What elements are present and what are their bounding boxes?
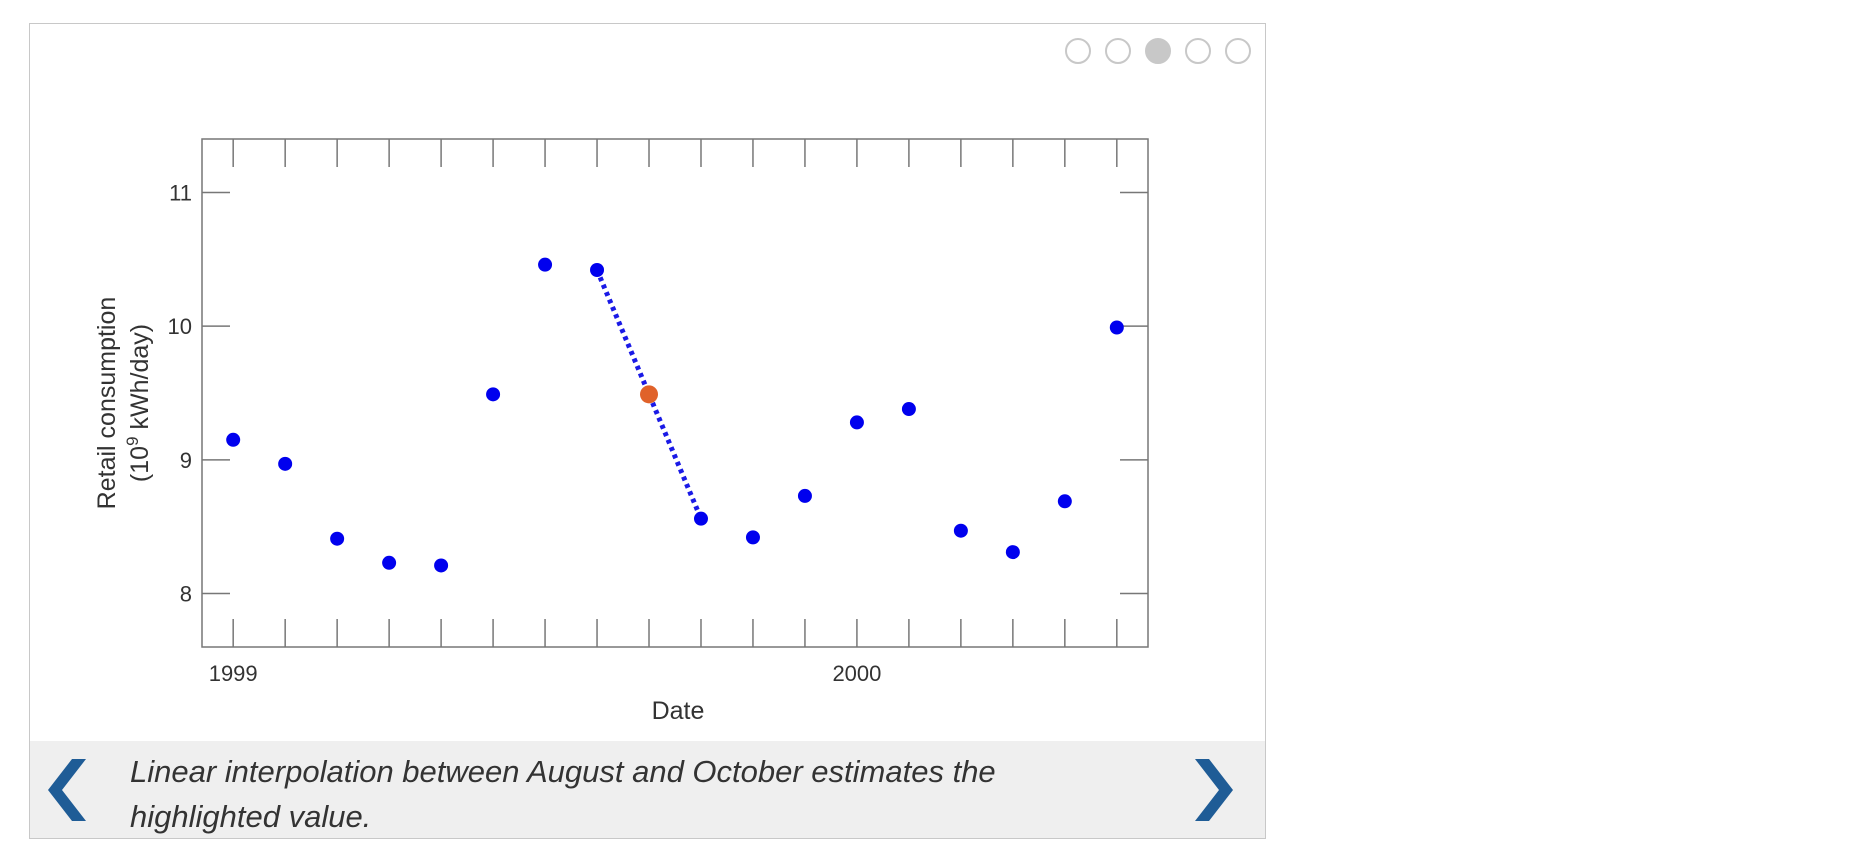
data-point [745, 530, 760, 545]
y-axis-title: Retail consumption [93, 297, 121, 510]
plot-frame [201, 138, 1149, 648]
y-tick-label: 8 [180, 582, 192, 607]
x-tick-label: 2000 [832, 661, 881, 686]
data-point [538, 257, 553, 272]
chevron-right-icon [1195, 759, 1233, 821]
x-axis-title: Date [652, 697, 705, 724]
interpolation-line [594, 269, 704, 520]
y-tick-label: 10 [168, 314, 192, 339]
data-point [1109, 320, 1124, 335]
chart: 1999 2000 8 9 10 11 Date Retail consumption (109… [93, 138, 1149, 724]
y-tick-label: 11 [169, 180, 192, 205]
y-tick-label: 9 [180, 448, 192, 473]
slide-dot-5[interactable] [1225, 38, 1251, 64]
slide-caption: Linear interpolation between August and … [130, 754, 996, 834]
slide-dot-3[interactable] [1145, 38, 1171, 64]
caption-bar: Linear interpolation between August and … [30, 741, 1265, 838]
slideshow-panel: 1999 2000 8 9 10 11 Date Retail consumption (109… [29, 23, 1266, 839]
slide-dot-1[interactable] [1065, 38, 1091, 64]
data-point [953, 523, 968, 538]
data-point [797, 488, 812, 503]
chevron-left-icon [48, 759, 86, 821]
data-point [901, 402, 916, 417]
slide-pager [1065, 38, 1251, 64]
slide-dot-2[interactable] [1105, 38, 1131, 64]
previous-slide-button[interactable] [42, 755, 102, 825]
data-point [1057, 494, 1072, 509]
data-point [278, 456, 293, 471]
x-tick-label: 1999 [209, 661, 258, 686]
data-point [330, 531, 345, 546]
data-point [693, 511, 708, 526]
data-point [434, 558, 449, 573]
y-axis-unit: (109 kWh/day) [123, 324, 154, 482]
data-point [486, 387, 501, 402]
data-point [382, 555, 397, 570]
next-slide-button[interactable] [1179, 755, 1239, 825]
slide-dot-4[interactable] [1185, 38, 1211, 64]
data-point [849, 415, 864, 430]
highlighted-point [640, 385, 659, 404]
data-point [226, 432, 241, 447]
data-point [590, 263, 605, 278]
data-point [1005, 545, 1020, 560]
